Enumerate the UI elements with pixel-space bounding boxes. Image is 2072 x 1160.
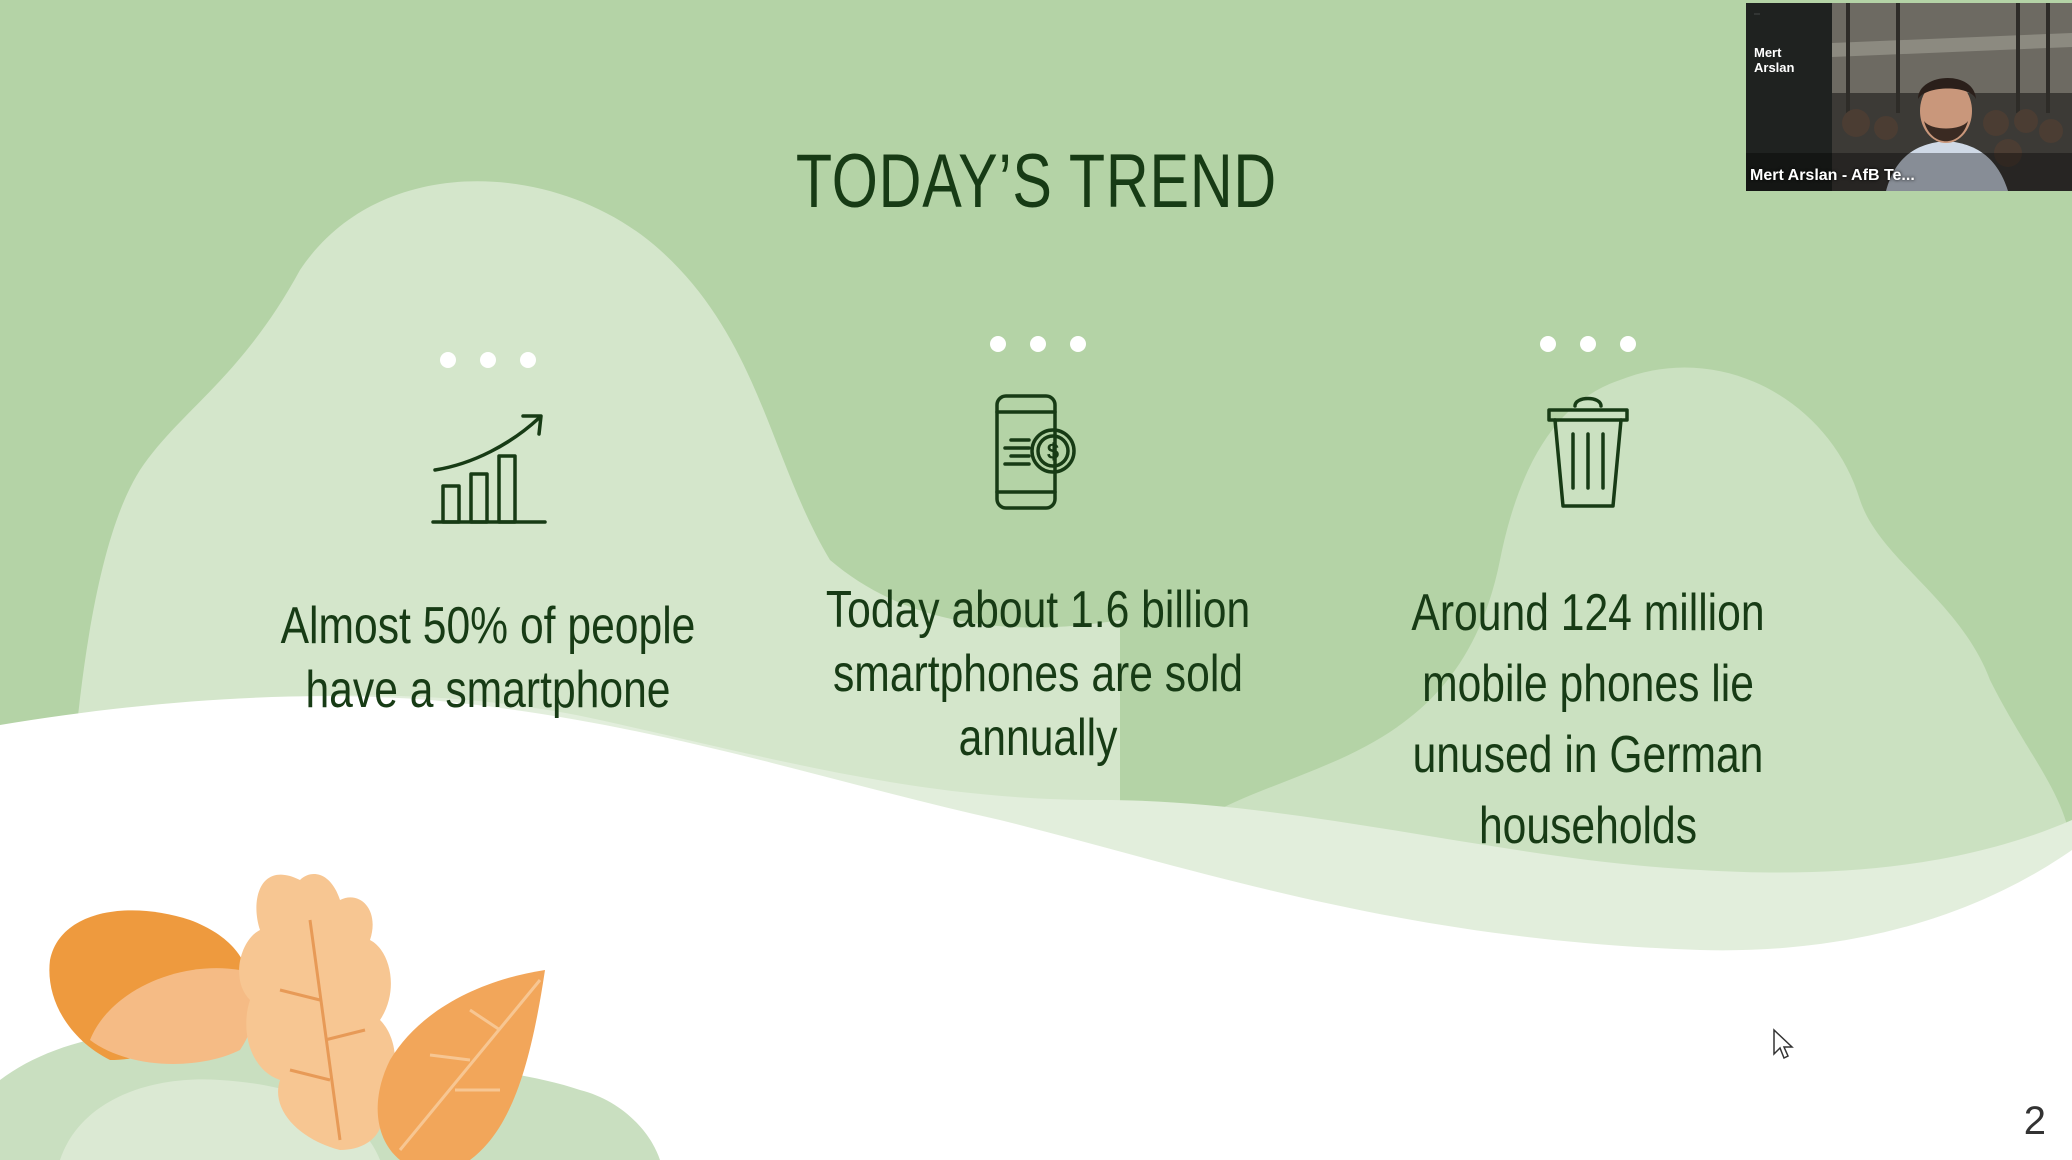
dots-decoration: [1328, 336, 1848, 354]
smartphone-money-icon: $: [995, 394, 1076, 510]
trend-text: Around 124 million mobile phones lie unu…: [1411, 584, 1765, 855]
webcam-participant-label: Mert Arslan - AfB Te...: [1750, 167, 1915, 184]
trend-column-smartphone-ownership: Almost 50% of people have a smartphone: [228, 352, 748, 722]
trend-column-smartphone-sales: $ Today about 1.6 billion smartphones ar…: [778, 336, 1298, 770]
webcam-video-frame: [1746, 3, 2072, 191]
mouse-cursor-icon: [1773, 1028, 1794, 1060]
dots-decoration: [778, 336, 1298, 354]
leaves-illustration: [49, 874, 545, 1160]
trash-bin-icon: [1547, 396, 1629, 508]
trend-text: Today about 1.6 billion smartphones are …: [825, 581, 1251, 767]
webcam-speaker-name: Mert Arslan: [1754, 45, 1795, 75]
slide-title: TODAY’S TREND: [795, 139, 1278, 224]
growth-chart-icon: [431, 414, 547, 524]
trend-column-unused-phones: Around 124 million mobile phones lie unu…: [1328, 336, 1848, 862]
page-number: 2: [2023, 1099, 2046, 1143]
speaker-webcam-view[interactable]: ⋯ Mert Arslan Mert Arslan - AfB Te...: [1746, 3, 2072, 191]
dots-decoration: [228, 352, 748, 370]
svg-text:$: $: [1047, 439, 1059, 464]
webcam-info-text: ⋯: [1754, 12, 1760, 18]
trend-text: Almost 50% of people have a smartphone: [280, 597, 696, 719]
